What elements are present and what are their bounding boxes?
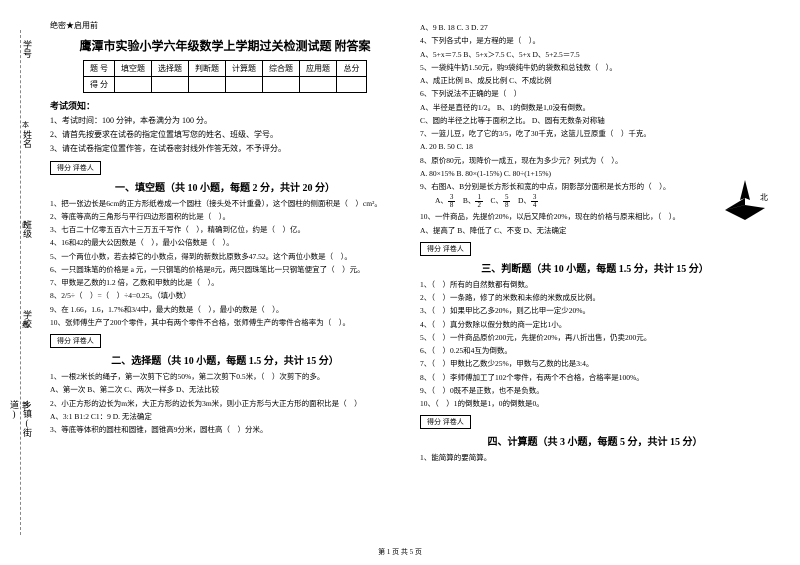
seal-text: 绝密★启用前 (50, 20, 400, 31)
th: 选择题 (152, 61, 189, 77)
notice-title: 考试须知： (50, 99, 400, 112)
td (115, 77, 152, 93)
opt-b-label: B、 (463, 196, 476, 205)
s2r-q6-optC: C、圆的半径之比等于面积之比。 D、圆有无数条对称轴 (420, 115, 770, 126)
td: 得 分 (84, 77, 115, 93)
s2-q1-opt: A、第一次 B、第二次 C、两次一样多 D、无法比较 (50, 384, 400, 395)
exam-title: 鹰潭市实验小学六年级数学上学期过关检测试题 附答案 (50, 37, 400, 54)
td (189, 77, 226, 93)
s3-q9: 9、（ ）0既不是正数，也不是负数。 (420, 385, 770, 396)
gutter-nei: 内 (22, 220, 29, 230)
gutter-feng: 封 (22, 400, 29, 410)
gutter-xian: 线 (22, 320, 29, 330)
score-table: 题 号 填空题 选择题 判断题 计算题 综合题 应用题 总分 得 分 (83, 60, 367, 93)
s1-q9: 9、在 1.66，1.6，1.7%和3/4中，最大的数是（ ），最小的数是（ ）… (50, 304, 400, 315)
s2r-q7: 7、一篮儿豆，吃了它的3/5，吃了30千克，这篮儿豆原重（ ）千克。 (420, 128, 770, 139)
s2r-q8: 8、原价80元，现降价一成五，现在为多少元？列式为（ ）。 (420, 155, 770, 166)
th: 计算题 (226, 61, 263, 77)
th: 应用题 (300, 61, 337, 77)
th: 总分 (337, 61, 367, 77)
s2r-q5-opt: A、成正比例 B、成反比例 C、不成比例 (420, 75, 770, 86)
s1-q5: 5、一个两位小数，若去掉它的小数点，得到的新数比原数多47.52。这个两位小数是… (50, 251, 400, 262)
notice-1: 1、考试时间：100 分钟，本卷满分为 100 分。 (50, 115, 400, 126)
s2-q2-opt: A、3:1 B1:2 C1：9 D. 无法确定 (50, 411, 400, 422)
th: 综合题 (263, 61, 300, 77)
s2r-q4: 4、下列各式中，是方程的是（ ）。 (420, 35, 770, 46)
seal-line (20, 30, 21, 535)
th: 填空题 (115, 61, 152, 77)
td (300, 77, 337, 93)
s3-q3: 3、（ ）如果甲比乙多20%，则乙比甲一定少20%。 (420, 305, 770, 316)
s1-q7: 7、甲数是乙数的1.2 倍，乙数和甲数的比是（ ）。 (50, 277, 400, 288)
s2r-q4-opt: A、5+x＝7.5 B、5+x＞7.5 C、5+x D、5+2.5＝7.5 (420, 49, 770, 60)
s3-q2: 2、（ ）一条路，修了的米数和未修的米数成反比例。 (420, 292, 770, 303)
s2r-q6: 6、下列说法不正确的是（ ） (420, 88, 770, 99)
s3-q8: 8、（ ）李师傅加工了102个零件，有两个不合格，合格率是100%。 (420, 372, 770, 383)
gutter-ben: 本 (22, 120, 29, 130)
s1-q10: 10、张师傅生产了200个零件，其中有两个零件不合格，张师傅生产的零件合格率为（… (50, 317, 400, 328)
opt-d-label: D、 (518, 196, 531, 205)
td (226, 77, 263, 93)
s1-q8: 8、2/5÷（ ）=（ ）÷4=0.25。（填小数） (50, 290, 400, 301)
s1-q1: 1、把一张边长是6cm的正方形纸卷成一个圆柱（接头处不计重叠），这个圆柱的侧面积… (50, 198, 400, 209)
notice-2: 2、请首先按要求在试卷的指定位置填写您的姓名、班级、学号。 (50, 129, 400, 140)
s1-q4: 4、16和42的最大公因数是（ ），最小公倍数是（ ）。 (50, 237, 400, 248)
notice-3: 3、请在试卷指定位置作答，在试卷密封线外作答无效，不予评分。 (50, 143, 400, 154)
s2r-q8-opt: A. 80×15% B. 80×(1-15%) C. 80÷(1+15%) (420, 168, 770, 179)
scorer-box: 得分 评卷人 (420, 415, 471, 429)
scorer-box: 得分 评卷人 (50, 161, 101, 175)
s3-q4: 4、（ ）真分数除以假分数的商一定比1小。 (420, 319, 770, 330)
td (152, 77, 189, 93)
compass-icon: 北 (720, 180, 770, 227)
s3-q7: 7、（ ）甲数比乙数少25%，甲数与乙数的比是3:4。 (420, 358, 770, 369)
s3-q6: 6、（ ）0.25和4互为倒数。 (420, 345, 770, 356)
s1-q6: 6、一只圆珠笔的价格是 a 元，一只钢笔的价格是8元，两只圆珠笔比一只钢笔便宜了… (50, 264, 400, 275)
s2r-q7-opt: A. 20 B. 50 C. 18 (420, 141, 770, 152)
s1-q3: 3、七百二十亿零五百六十三万五千写作（ ），精确到亿位，约是（ ）亿。 (50, 224, 400, 235)
s3-q5: 5、（ ）一件商品原价200元，先提价20%，再八折出售，仍卖200元。 (420, 332, 770, 343)
th: 判断题 (189, 61, 226, 77)
s2-q10: 10、一件商品，先提价20%，以后又降价20%，现在的价格与原来相比，（ ）。 (420, 211, 770, 222)
section-4-title: 四、计算题（共 3 小题，每题 5 分，共计 15 分） (420, 433, 770, 448)
section-1-title: 一、填空题（共 10 小题，每题 2 分，共计 20 分） (50, 179, 400, 194)
section-2-title: 二、选择题（共 10 小题，每题 1.5 分，共计 15 分） (50, 352, 400, 367)
opt-c-label: C、 (490, 196, 503, 205)
s1-q2: 2、等底等高的三角形与平行四边形面积的比是（ ）。 (50, 211, 400, 222)
opt-a-label: A、 (435, 196, 448, 205)
s2-q3: 3、等底等体积的圆柱和圆锥，圆锥高9分米，圆柱高（ ）分米。 (50, 424, 400, 435)
s2-q1: 1、一根2米长的绳子，第一次剪下它的50%，第二次剪下0.5米，（ ）次剪下的多… (50, 371, 400, 382)
s2r-q9: 9、右图A、B分别是长方形长和宽的中点，阴影部分面积是长方形的（ ）。 (420, 181, 770, 192)
s2r-q6-optA: A、半径是直径的1/2。 B、1的倒数是1,0没有倒数。 (420, 102, 770, 113)
s2-q3-opt: A、9 B. 18 C. 3 D. 27 (420, 22, 770, 33)
section-3-title: 三、判断题（共 10 小题，每题 1.5 分，共计 15 分） (420, 260, 770, 275)
scorer-box: 得分 评卷人 (420, 242, 471, 256)
td (263, 77, 300, 93)
s2-q10-opt: A、提高了 B、降低了 C、不变 D、无法确定 (420, 225, 770, 236)
svg-text:北: 北 (760, 193, 768, 202)
s2-q2: 2、小正方形的边长为m米，大正方形的边长为3m米，则小正方形与大正方形的面积比是… (50, 398, 400, 409)
td (337, 77, 367, 93)
scorer-box: 得分 评卷人 (50, 334, 101, 348)
s2r-q5: 5、一袋纯牛奶1.50元，购9袋纯牛奶的袋数和总钱数（ ）。 (420, 62, 770, 73)
s4-q1: 1、能简算的要简算。 (420, 452, 770, 463)
th: 题 号 (84, 61, 115, 77)
page-footer: 第 1 页 共 5 页 (0, 547, 800, 557)
s3-q1: 1、（ ）所有的自然数都有倒数。 (420, 279, 770, 290)
s3-q10: 10、（ ）1的倒数是1，0的倒数是0。 (420, 398, 770, 409)
